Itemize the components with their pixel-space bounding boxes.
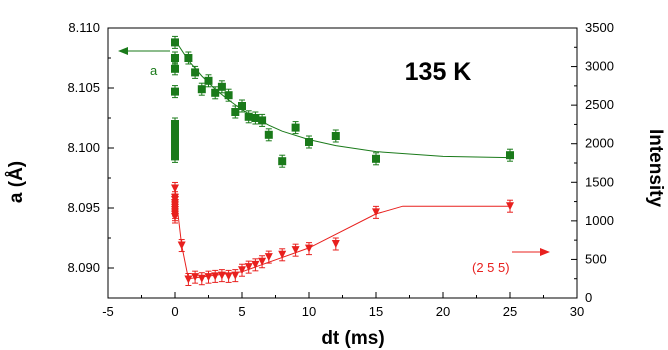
fit-line-intensity (174, 188, 510, 280)
data-point-intensity (171, 213, 179, 221)
y2-tick-label: 0 (585, 290, 592, 305)
data-point-a (171, 64, 179, 73)
data-point-intensity (211, 272, 220, 281)
data-point-intensity (191, 273, 200, 282)
x-tick-label: 20 (436, 304, 450, 319)
y2-tick-label: 2000 (585, 136, 614, 151)
data-point-a (238, 102, 246, 110)
data-point-intensity (204, 273, 213, 282)
y-tick-label: 8.095 (67, 200, 100, 215)
data-point-intensity (184, 275, 193, 284)
x-tick-label: 10 (302, 304, 316, 319)
data-point-a (171, 134, 179, 143)
axis-labels-layer: -5 0 5 10 15 20 25 30 8.090 8.095 8.100 8.105 8.110 0… (67, 20, 613, 319)
y2-axis-label: Intensity (645, 129, 666, 208)
y2-tick-label: 2500 (585, 97, 614, 112)
data-point-intensity (231, 271, 240, 280)
data-point-a (217, 82, 226, 91)
data-point-a (278, 157, 287, 166)
x-tick-label: 5 (238, 304, 245, 319)
data-point-intensity (171, 184, 179, 193)
data-point-intensity (244, 263, 253, 272)
data-point-a (171, 54, 179, 62)
data-point-intensity (305, 244, 313, 253)
data-point-intensity (238, 266, 246, 275)
y2-tick-label: 1500 (585, 174, 614, 189)
a-series-tag: a (150, 63, 158, 78)
data-point-a (171, 152, 179, 161)
data-point-a (264, 130, 273, 139)
data-point-a (197, 85, 206, 94)
y-tick-label: 8.100 (67, 140, 100, 155)
intensity-axis-arrowhead (540, 248, 550, 256)
y2-tick-label: 3500 (585, 20, 614, 35)
data-point-a (171, 87, 179, 96)
data-point-a (305, 138, 313, 146)
data-point-a (171, 38, 179, 47)
x-tick-label: -5 (102, 304, 114, 319)
x-axis-label: dt (ms) (321, 328, 384, 349)
x-tick-label: 30 (570, 304, 584, 319)
x-tick-label: 0 (171, 304, 178, 319)
data-point-a (191, 68, 200, 77)
data-point-a (506, 151, 514, 160)
data-point-a (244, 112, 253, 121)
data-points-layer (171, 35, 514, 286)
y-tick-label: 8.090 (67, 260, 100, 275)
data-point-intensity (264, 253, 273, 262)
data-point-intensity (291, 246, 300, 255)
x-tick-label: 15 (369, 304, 383, 319)
x-tick-label: 25 (503, 304, 517, 319)
data-point-intensity (217, 271, 226, 280)
data-point-a (184, 54, 193, 62)
data-point-a (258, 116, 267, 125)
data-point-intensity (506, 202, 514, 211)
data-point-intensity (372, 208, 380, 217)
y2-tick-label: 500 (585, 251, 607, 266)
a-axis-arrowhead (118, 47, 128, 55)
data-point-a (231, 108, 240, 116)
data-point-a (224, 91, 233, 100)
data-point-a (291, 123, 300, 132)
data-point-a (211, 88, 220, 97)
data-point-a (204, 76, 213, 85)
data-point-intensity (224, 272, 233, 281)
data-point-intensity (251, 260, 260, 269)
plot-frame-layer (107, 27, 578, 299)
intensity-series-tag: (2 5 5) (472, 260, 510, 275)
data-point-intensity (278, 250, 287, 259)
temperature-annotation: 135 K (405, 58, 472, 86)
y2-tick-label: 3000 (585, 59, 614, 74)
data-point-intensity (177, 241, 186, 250)
y-tick-label: 8.110 (68, 20, 100, 35)
y2-tick-label: 1000 (585, 213, 614, 228)
y-tick-label: 8.105 (67, 80, 100, 95)
data-point-a (372, 154, 380, 163)
data-point-intensity (331, 240, 340, 248)
data-point-intensity (258, 257, 267, 266)
y-axis-label: a (Å) (6, 161, 27, 203)
data-point-a (251, 114, 260, 122)
data-point-intensity (197, 274, 206, 283)
data-point-a (331, 132, 340, 140)
